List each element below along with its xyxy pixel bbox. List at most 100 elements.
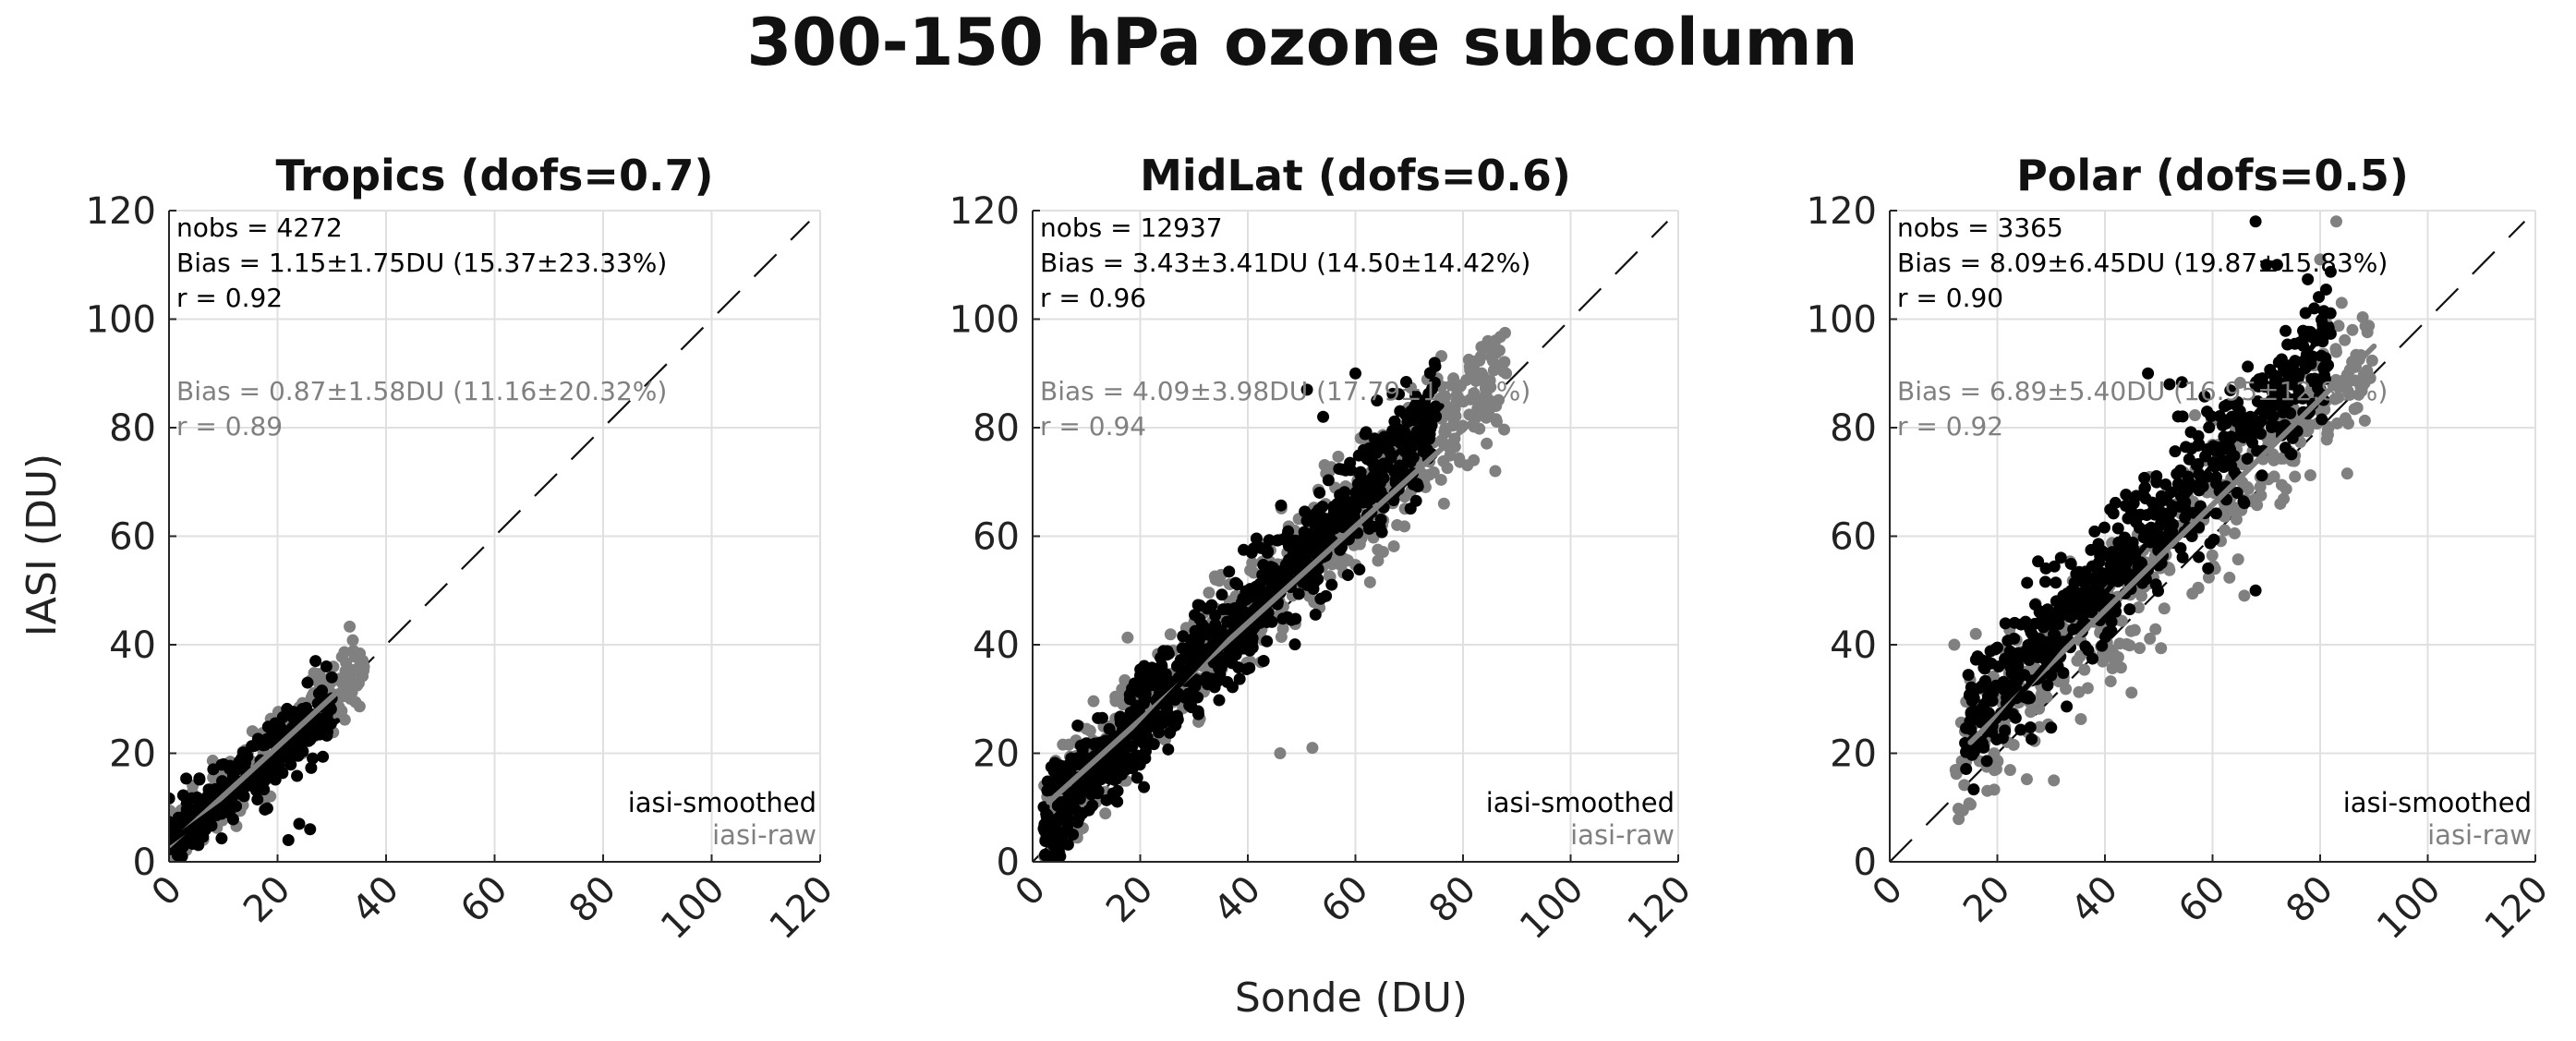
data-point — [175, 850, 188, 862]
data-point — [1985, 657, 1998, 670]
data-point — [2249, 378, 2262, 391]
data-point — [1500, 367, 1513, 380]
data-point — [1274, 747, 1287, 759]
data-point — [2126, 536, 2139, 549]
data-point — [2277, 406, 2290, 418]
legend-raw: iasi-raw — [2427, 819, 2532, 851]
data-point — [1425, 382, 1438, 395]
data-point — [1174, 654, 1187, 667]
data-point — [1423, 428, 1436, 441]
data-point — [2299, 307, 2312, 320]
data-point — [2041, 679, 2054, 692]
data-point — [1964, 798, 1977, 811]
data-point — [2318, 372, 2331, 385]
y-tick-label: 40 — [1830, 624, 1877, 667]
data-point — [2038, 575, 2051, 588]
data-point — [1490, 415, 1503, 428]
data-point — [1109, 695, 1122, 708]
stat-smoothed: nobs = 12937 — [1040, 212, 1223, 243]
y-tick-label: 100 — [949, 299, 1020, 342]
data-point — [1953, 813, 1965, 826]
data-point — [1261, 612, 1274, 625]
data-point — [1423, 367, 1436, 380]
one-to-one-line — [1033, 220, 1669, 862]
data-point — [2025, 706, 2038, 719]
data-point — [1288, 638, 1301, 651]
data-point — [1375, 442, 1388, 454]
data-point — [2169, 445, 2182, 458]
data-point — [1313, 486, 1326, 499]
data-point — [317, 750, 330, 763]
data-point — [2098, 521, 2110, 534]
data-point — [1312, 573, 1324, 586]
data-point — [2028, 617, 2041, 630]
data-point — [2074, 713, 2087, 726]
data-point — [1123, 688, 1136, 701]
y-tick-label: 60 — [1830, 516, 1877, 559]
data-point — [2220, 398, 2233, 411]
data-point — [1391, 518, 1404, 531]
data-point — [1353, 563, 1366, 576]
data-point — [304, 823, 317, 836]
data-point — [293, 817, 306, 830]
legend-smoothed: iasi-smoothed — [1486, 787, 1675, 818]
data-point — [2313, 291, 2326, 304]
data-point — [2289, 470, 2302, 483]
stat-smoothed: nobs = 4272 — [176, 212, 343, 243]
data-point — [1386, 387, 1399, 400]
data-point — [2022, 692, 2035, 705]
data-point — [2305, 374, 2318, 387]
data-point — [1114, 717, 1127, 730]
data-point — [1176, 642, 1189, 655]
data-point — [2202, 562, 2215, 575]
data-point — [2264, 363, 2277, 376]
data-point — [2106, 551, 2119, 563]
one-to-one-line — [1890, 220, 2526, 862]
data-point — [2329, 343, 2342, 356]
data-point — [1320, 589, 1333, 602]
data-point — [2127, 497, 2140, 510]
data-point — [1061, 819, 1074, 832]
data-point — [1360, 426, 1373, 439]
data-point — [2332, 320, 2345, 333]
data-point — [1427, 466, 1440, 478]
data-point — [2271, 420, 2284, 433]
data-point — [2008, 677, 2021, 690]
data-point — [335, 705, 348, 718]
data-point — [2321, 428, 2334, 441]
y-tick-label: 120 — [1807, 190, 1877, 233]
data-point — [1071, 756, 1084, 769]
data-point — [1169, 710, 1182, 723]
data-point — [1991, 641, 2004, 654]
data-point — [2130, 515, 2143, 528]
data-point — [2324, 307, 2337, 320]
data-point — [180, 772, 193, 785]
fit-line — [1046, 397, 1498, 805]
panel-title: Tropics (dofs=0.7) — [276, 151, 714, 200]
panel-1: MidLat (dofs=0.6)00202040406060808010010… — [949, 151, 1699, 948]
x-tick-label: 60 — [2171, 868, 2234, 932]
data-point — [1261, 635, 1274, 648]
data-point — [2319, 283, 2332, 296]
data-point — [305, 761, 318, 774]
stat-smoothed: nobs = 3365 — [1897, 212, 2063, 243]
data-point — [1137, 737, 1150, 750]
data-point — [1238, 543, 1251, 556]
data-point — [1481, 437, 1494, 450]
data-point — [1317, 410, 1330, 423]
data-point — [1464, 364, 1477, 377]
data-point — [2249, 492, 2262, 505]
stat-smoothed: r = 0.90 — [1897, 283, 2003, 313]
data-point — [2324, 265, 2337, 278]
data-point — [1999, 677, 2012, 690]
data-point — [1164, 628, 1177, 641]
data-point — [1131, 771, 1143, 784]
data-point — [2138, 471, 2151, 484]
data-point — [1489, 465, 1502, 478]
data-point — [2078, 663, 2091, 676]
data-point — [1138, 781, 1151, 793]
data-point — [2199, 450, 2212, 463]
data-point — [1215, 661, 1228, 674]
data-point — [2255, 428, 2268, 441]
data-point — [1487, 364, 1500, 377]
